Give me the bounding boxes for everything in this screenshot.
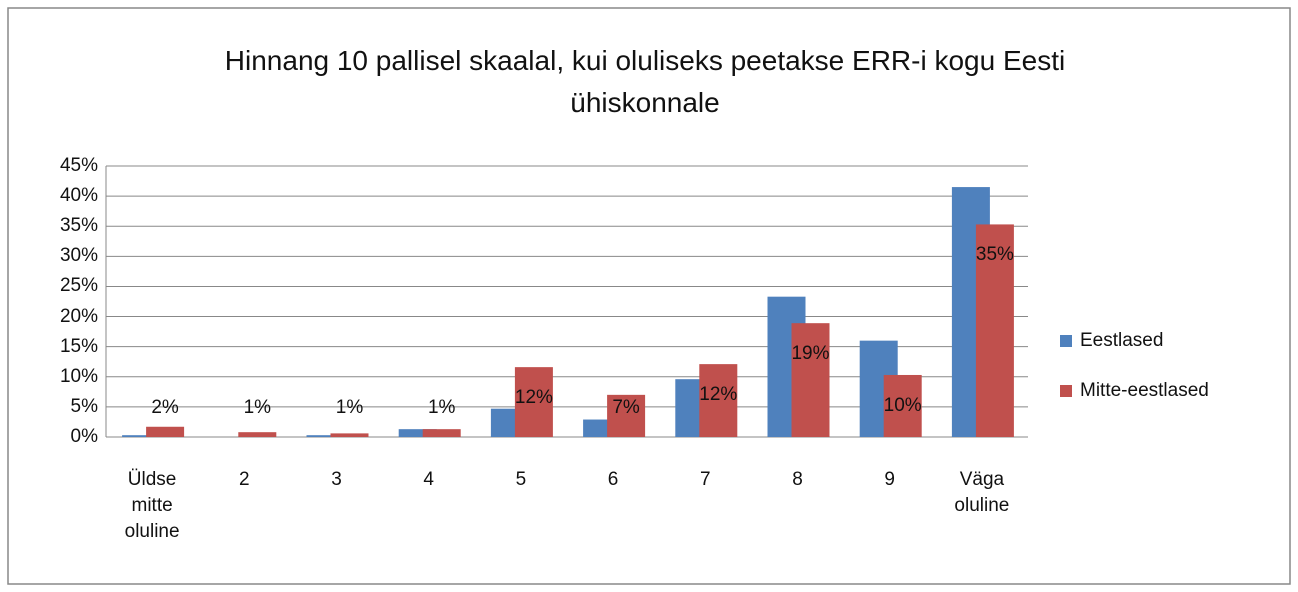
data-label: 10%: [883, 394, 922, 416]
y-tick-label: 45%: [59, 155, 98, 176]
x-tick-label: 7: [700, 469, 711, 490]
y-tick-label: 40%: [59, 185, 98, 207]
x-tick-label: 8: [792, 469, 803, 490]
x-tick-label: 5: [515, 469, 527, 490]
bar: [330, 433, 369, 437]
y-tick-label: 10%: [59, 365, 98, 387]
data-label: 2%: [151, 397, 179, 418]
x-tick-label: Üldse mitte oluline: [124, 469, 180, 542]
data-label: 1%: [243, 397, 272, 418]
chart-title: Hinnang 10 pallisel skaalal, kui olulise…: [224, 45, 1066, 118]
legend-label: Mitte-eestlased: [1080, 380, 1209, 401]
data-label: 1%: [427, 397, 456, 418]
bar: [238, 432, 277, 437]
data-label: 1%: [335, 397, 364, 418]
x-tick-label: Väga oluline: [954, 469, 1010, 516]
y-tick-label: 35%: [59, 215, 98, 237]
data-label: 12%: [699, 384, 738, 406]
y-tick-label: 30%: [59, 245, 98, 267]
data-label: 7%: [612, 397, 640, 418]
data-label: 12%: [514, 387, 553, 409]
bar: [122, 435, 161, 437]
bar: [791, 323, 830, 437]
data-label: 19%: [791, 343, 830, 365]
x-tick-label: 3: [331, 469, 342, 490]
legend-label: Eestlased: [1080, 330, 1164, 351]
x-tick-label: 6: [607, 469, 619, 490]
bar: [398, 429, 437, 437]
bar: [975, 224, 1014, 437]
x-tick-label: 4: [423, 469, 434, 490]
bar: [306, 435, 345, 437]
bar: [607, 394, 646, 437]
y-tick-label: 0%: [70, 426, 98, 447]
y-tick-label: 20%: [59, 305, 98, 327]
chart-border: [7, 7, 1291, 585]
bar: [422, 429, 461, 437]
y-tick-label: 15%: [59, 335, 98, 357]
legend-swatch: [1060, 335, 1072, 347]
x-tick-label: 9: [884, 469, 895, 490]
bar: [146, 426, 185, 437]
bar: [883, 374, 922, 437]
y-tick-label: 5%: [70, 395, 98, 417]
y-tick-label: 25%: [59, 275, 98, 297]
data-label: 35%: [975, 244, 1014, 266]
bar: [699, 364, 738, 437]
legend-swatch: [1060, 385, 1072, 397]
bar: [514, 367, 553, 437]
x-tick-label: 2: [239, 469, 250, 490]
